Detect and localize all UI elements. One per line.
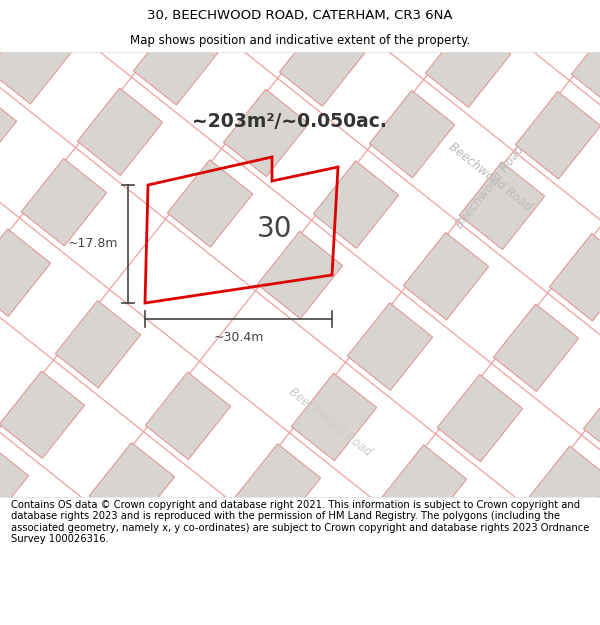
- Polygon shape: [55, 301, 140, 388]
- Text: Beechwood Road: Beechwood Road: [446, 140, 534, 214]
- Polygon shape: [313, 161, 399, 248]
- Polygon shape: [167, 159, 253, 247]
- Polygon shape: [425, 20, 511, 107]
- Polygon shape: [0, 441, 29, 529]
- Polygon shape: [583, 376, 600, 463]
- Text: Beechwood Road: Beechwood Road: [453, 143, 527, 231]
- Polygon shape: [335, 0, 421, 36]
- Text: 30: 30: [257, 215, 293, 243]
- Text: Map shows position and indicative extent of the property.: Map shows position and indicative extent…: [130, 34, 470, 47]
- Text: Beechwood Road: Beechwood Road: [286, 385, 374, 459]
- Polygon shape: [460, 162, 545, 249]
- Text: ~203m²/~0.050ac.: ~203m²/~0.050ac.: [192, 112, 387, 131]
- Polygon shape: [33, 513, 119, 601]
- Polygon shape: [0, 87, 17, 174]
- Polygon shape: [0, 229, 50, 316]
- Polygon shape: [527, 446, 600, 534]
- Polygon shape: [437, 374, 523, 462]
- Polygon shape: [0, 371, 85, 459]
- Polygon shape: [403, 232, 489, 320]
- Polygon shape: [0, 16, 73, 104]
- Polygon shape: [381, 445, 467, 532]
- Polygon shape: [347, 303, 433, 391]
- Polygon shape: [257, 231, 343, 319]
- Polygon shape: [515, 91, 600, 179]
- Polygon shape: [133, 18, 219, 105]
- Text: ~17.8m: ~17.8m: [67, 238, 118, 251]
- Polygon shape: [223, 89, 309, 177]
- Polygon shape: [21, 159, 107, 246]
- Text: ~30.4m: ~30.4m: [214, 331, 263, 344]
- Polygon shape: [77, 88, 163, 176]
- Polygon shape: [280, 19, 365, 106]
- Text: 30, BEECHWOOD ROAD, CATERHAM, CR3 6NA: 30, BEECHWOOD ROAD, CATERHAM, CR3 6NA: [147, 9, 453, 22]
- Polygon shape: [235, 444, 320, 531]
- Polygon shape: [145, 372, 230, 459]
- Text: Contains OS data © Crown copyright and database right 2021. This information is : Contains OS data © Crown copyright and d…: [11, 499, 589, 544]
- Polygon shape: [550, 234, 600, 321]
- Polygon shape: [89, 442, 175, 530]
- Polygon shape: [493, 304, 579, 391]
- Polygon shape: [370, 91, 455, 178]
- Polygon shape: [291, 373, 377, 461]
- Polygon shape: [571, 21, 600, 109]
- Polygon shape: [481, 0, 567, 37]
